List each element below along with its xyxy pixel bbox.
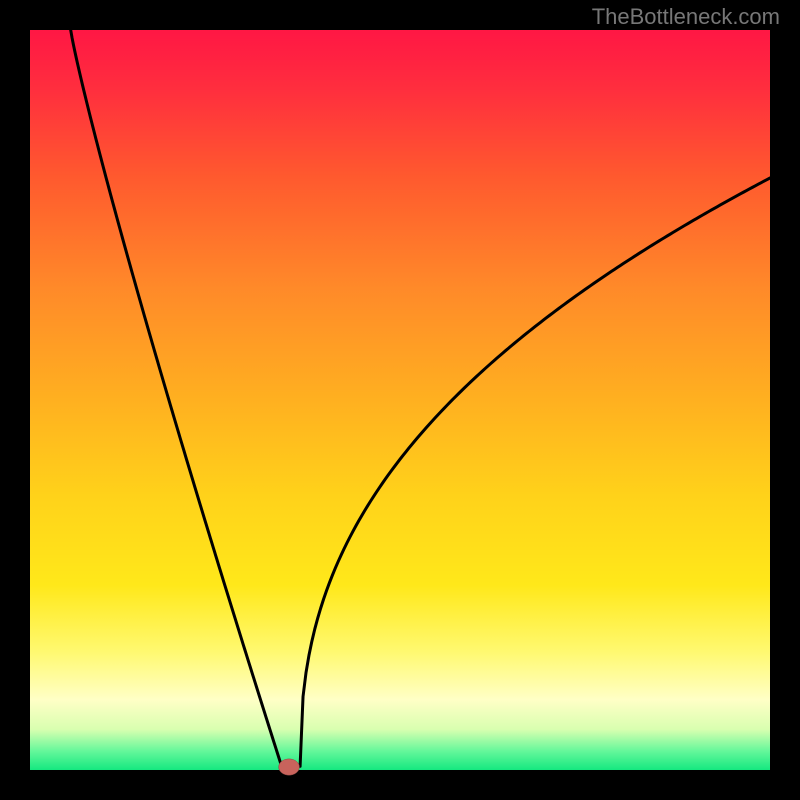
gradient-background bbox=[30, 30, 770, 770]
bottleneck-curve-chart bbox=[0, 0, 800, 800]
chart-container: TheBottleneck.com bbox=[0, 0, 800, 800]
watermark-text: TheBottleneck.com bbox=[592, 4, 780, 30]
optimal-point-marker bbox=[279, 759, 300, 775]
